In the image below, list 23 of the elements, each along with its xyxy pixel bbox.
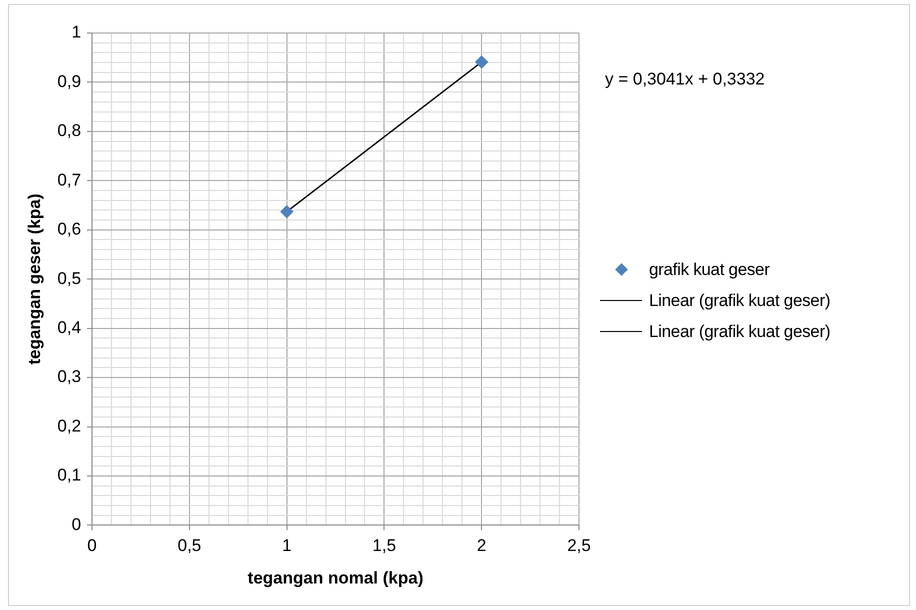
- x-tick-label: 0: [87, 536, 97, 556]
- legend-label: Linear (grafik kuat geser): [649, 290, 830, 311]
- y-tick-label: 0,8: [57, 121, 82, 140]
- legend-label: Linear (grafik kuat geser): [649, 322, 830, 342]
- x-tick-label: 2,5: [567, 536, 591, 556]
- x-tick-label: 1,5: [372, 536, 396, 556]
- y-tick-label: 0,7: [57, 170, 82, 190]
- text: y = 0,3041x + 0,3332: [605, 70, 765, 89]
- x-tick-label: 2: [476, 536, 486, 556]
- y-tick-label: 0,9: [57, 72, 82, 91]
- x-tick-label: 1: [282, 536, 292, 556]
- y-tick-label: 0,6: [57, 220, 82, 239]
- y-tick-label: 0: [72, 514, 82, 534]
- y-tick-label: 0,2: [57, 416, 82, 436]
- y-tick-label: 0,5: [57, 268, 82, 288]
- x-axis-title: tegangan nomal (kpa): [248, 568, 424, 588]
- y-axis-title: tegangan geser (kpa): [24, 194, 44, 365]
- y-tick-label: 0,3: [57, 367, 82, 386]
- y-tick-label: 0,4: [57, 318, 82, 338]
- x-tick-label: 0,5: [178, 536, 202, 556]
- y-tick-label: 0,1: [57, 466, 82, 485]
- y-tick-label: 1: [72, 22, 82, 42]
- legend-label: grafik kuat geser: [649, 260, 770, 280]
